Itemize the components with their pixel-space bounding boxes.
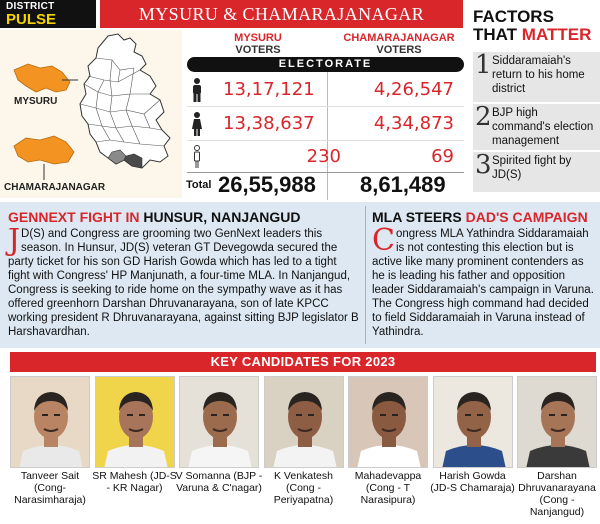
total-label: Total [186,179,212,191]
chamarajanagar-callout-shape [13,135,75,165]
dropcap: J [8,223,21,258]
article-divider [365,206,366,344]
factors-title: FACTORS [473,7,554,26]
factor-text: Siddaramaiah's return to his home distri… [492,55,585,95]
candidate-photo [94,376,175,468]
mysuru-total-voters: 26,55,988 [218,172,316,197]
candidate-photo [263,376,344,468]
candidate-photo [10,376,90,468]
page-title: MYSURU & CHAMARAJANAGAR [138,4,425,24]
candidates-title: KEY CANDIDATES FOR 2023 [210,354,396,369]
state-outline [79,33,171,169]
factor-text: Spirited fight by JD(S) [492,155,572,181]
male-icon [193,78,201,102]
factor-item-1: 1 Siddaramaiah's return to his home dist… [473,50,600,102]
article-body: J D(S) and Congress are grooming two GenN… [8,223,359,339]
karnataka-map: MYSURU CHAMARAJANAGAR [0,30,182,198]
row-divider [187,106,464,107]
third-gender-icon [194,145,200,168]
karnataka-map-graphic [13,33,171,180]
article-gennext: GENNEXT FIGHT IN HUNSUR, NANJANGUD J D(S)… [8,209,360,339]
factor-number: 3 [475,150,492,180]
candidate-name: Darshan Dhruvanarayana (Cong - Nanjangud… [518,470,596,518]
factor-number: 1 [475,50,492,80]
mysuru-column-header: MYSURU VOTERS [234,32,282,56]
candidate-name: Mahadevappa (Cong - T Narasipura) [354,470,422,506]
stat-row-third-gender: 230 69 [187,144,464,170]
dropcap: C [372,223,395,258]
article-headline: GENNEXT FIGHT IN HUNSUR, NANJANGUD [8,209,301,225]
chamarajanagar-female-voters: 4,34,873 [373,113,454,134]
factors-subtitle: THAT MATTER [473,25,592,44]
candidate-photo [432,376,513,468]
candidate-photo [179,376,259,468]
factors-panel: FACTORS THAT MATTER 1 Siddaramaiah's ret… [471,0,600,195]
female-icon [192,112,202,136]
map-label-chamarajanagar: CHAMARAJANAGAR [4,182,106,193]
candidate-name: SR Mahesh (JD-S - KR Nagar) [92,470,177,494]
factor-number: 2 [475,102,492,132]
district-label: DISTRICT [6,1,55,12]
mysuru-callout-shape [13,63,71,93]
candidate-name: K Venkatesh (Cong - Periyapatna) [273,470,334,506]
candidates-banner: KEY CANDIDATES FOR 2023 [10,352,596,372]
stat-row-female: 13,38,637 4,34,873 [187,110,464,138]
chamarajanagar-third-gender-voters: 69 [431,146,454,167]
chamarajanagar-male-voters: 4,26,547 [373,79,454,100]
mysuru-male-voters: 13,17,121 [223,79,315,100]
factor-item-3: 3 Spirited fight by JD(S) [473,150,600,192]
electorate-label: ELECTORATE [278,58,373,70]
title-banner: MYSURU & CHAMARAJANAGAR [100,0,463,28]
row-divider [187,140,464,141]
district-pulse-tag: DISTRICT PULSE [0,0,96,28]
chamarajanagar-district-in-map [123,153,143,169]
mysuru-third-gender-voters: 230 [306,146,341,167]
candidate-name: Harish Gowda (JD-S Chamaraja) [430,470,515,494]
total-divider [187,172,464,173]
factor-item-2: 2 BJP high command's election management [473,102,600,150]
electorate-bar: ELECTORATE [187,57,464,72]
column-divider [327,72,328,200]
candidate-name: V Somanna (BJP - Varuna & C'nagar) [175,470,263,494]
article-headline: MLA STEERS DAD'S CAMPAIGN [372,209,588,225]
mysuru-female-voters: 13,38,637 [223,113,315,134]
candidate-photo [517,376,597,468]
stat-row-male: 13,17,121 4,26,547 [187,76,464,104]
chamarajanagar-column-header: CHAMARAJANAGAR VOTERS [343,32,455,56]
candidate-name: Tanveer Sait (Cong- Narasimharaja) [14,470,86,506]
map-label-mysuru: MYSURU [14,96,58,107]
factor-text: BJP high command's election management [492,107,594,147]
chamarajanagar-total-voters: 8,61,489 [360,172,446,197]
pulse-label: PULSE [6,11,57,28]
candidate-photo [348,376,428,468]
